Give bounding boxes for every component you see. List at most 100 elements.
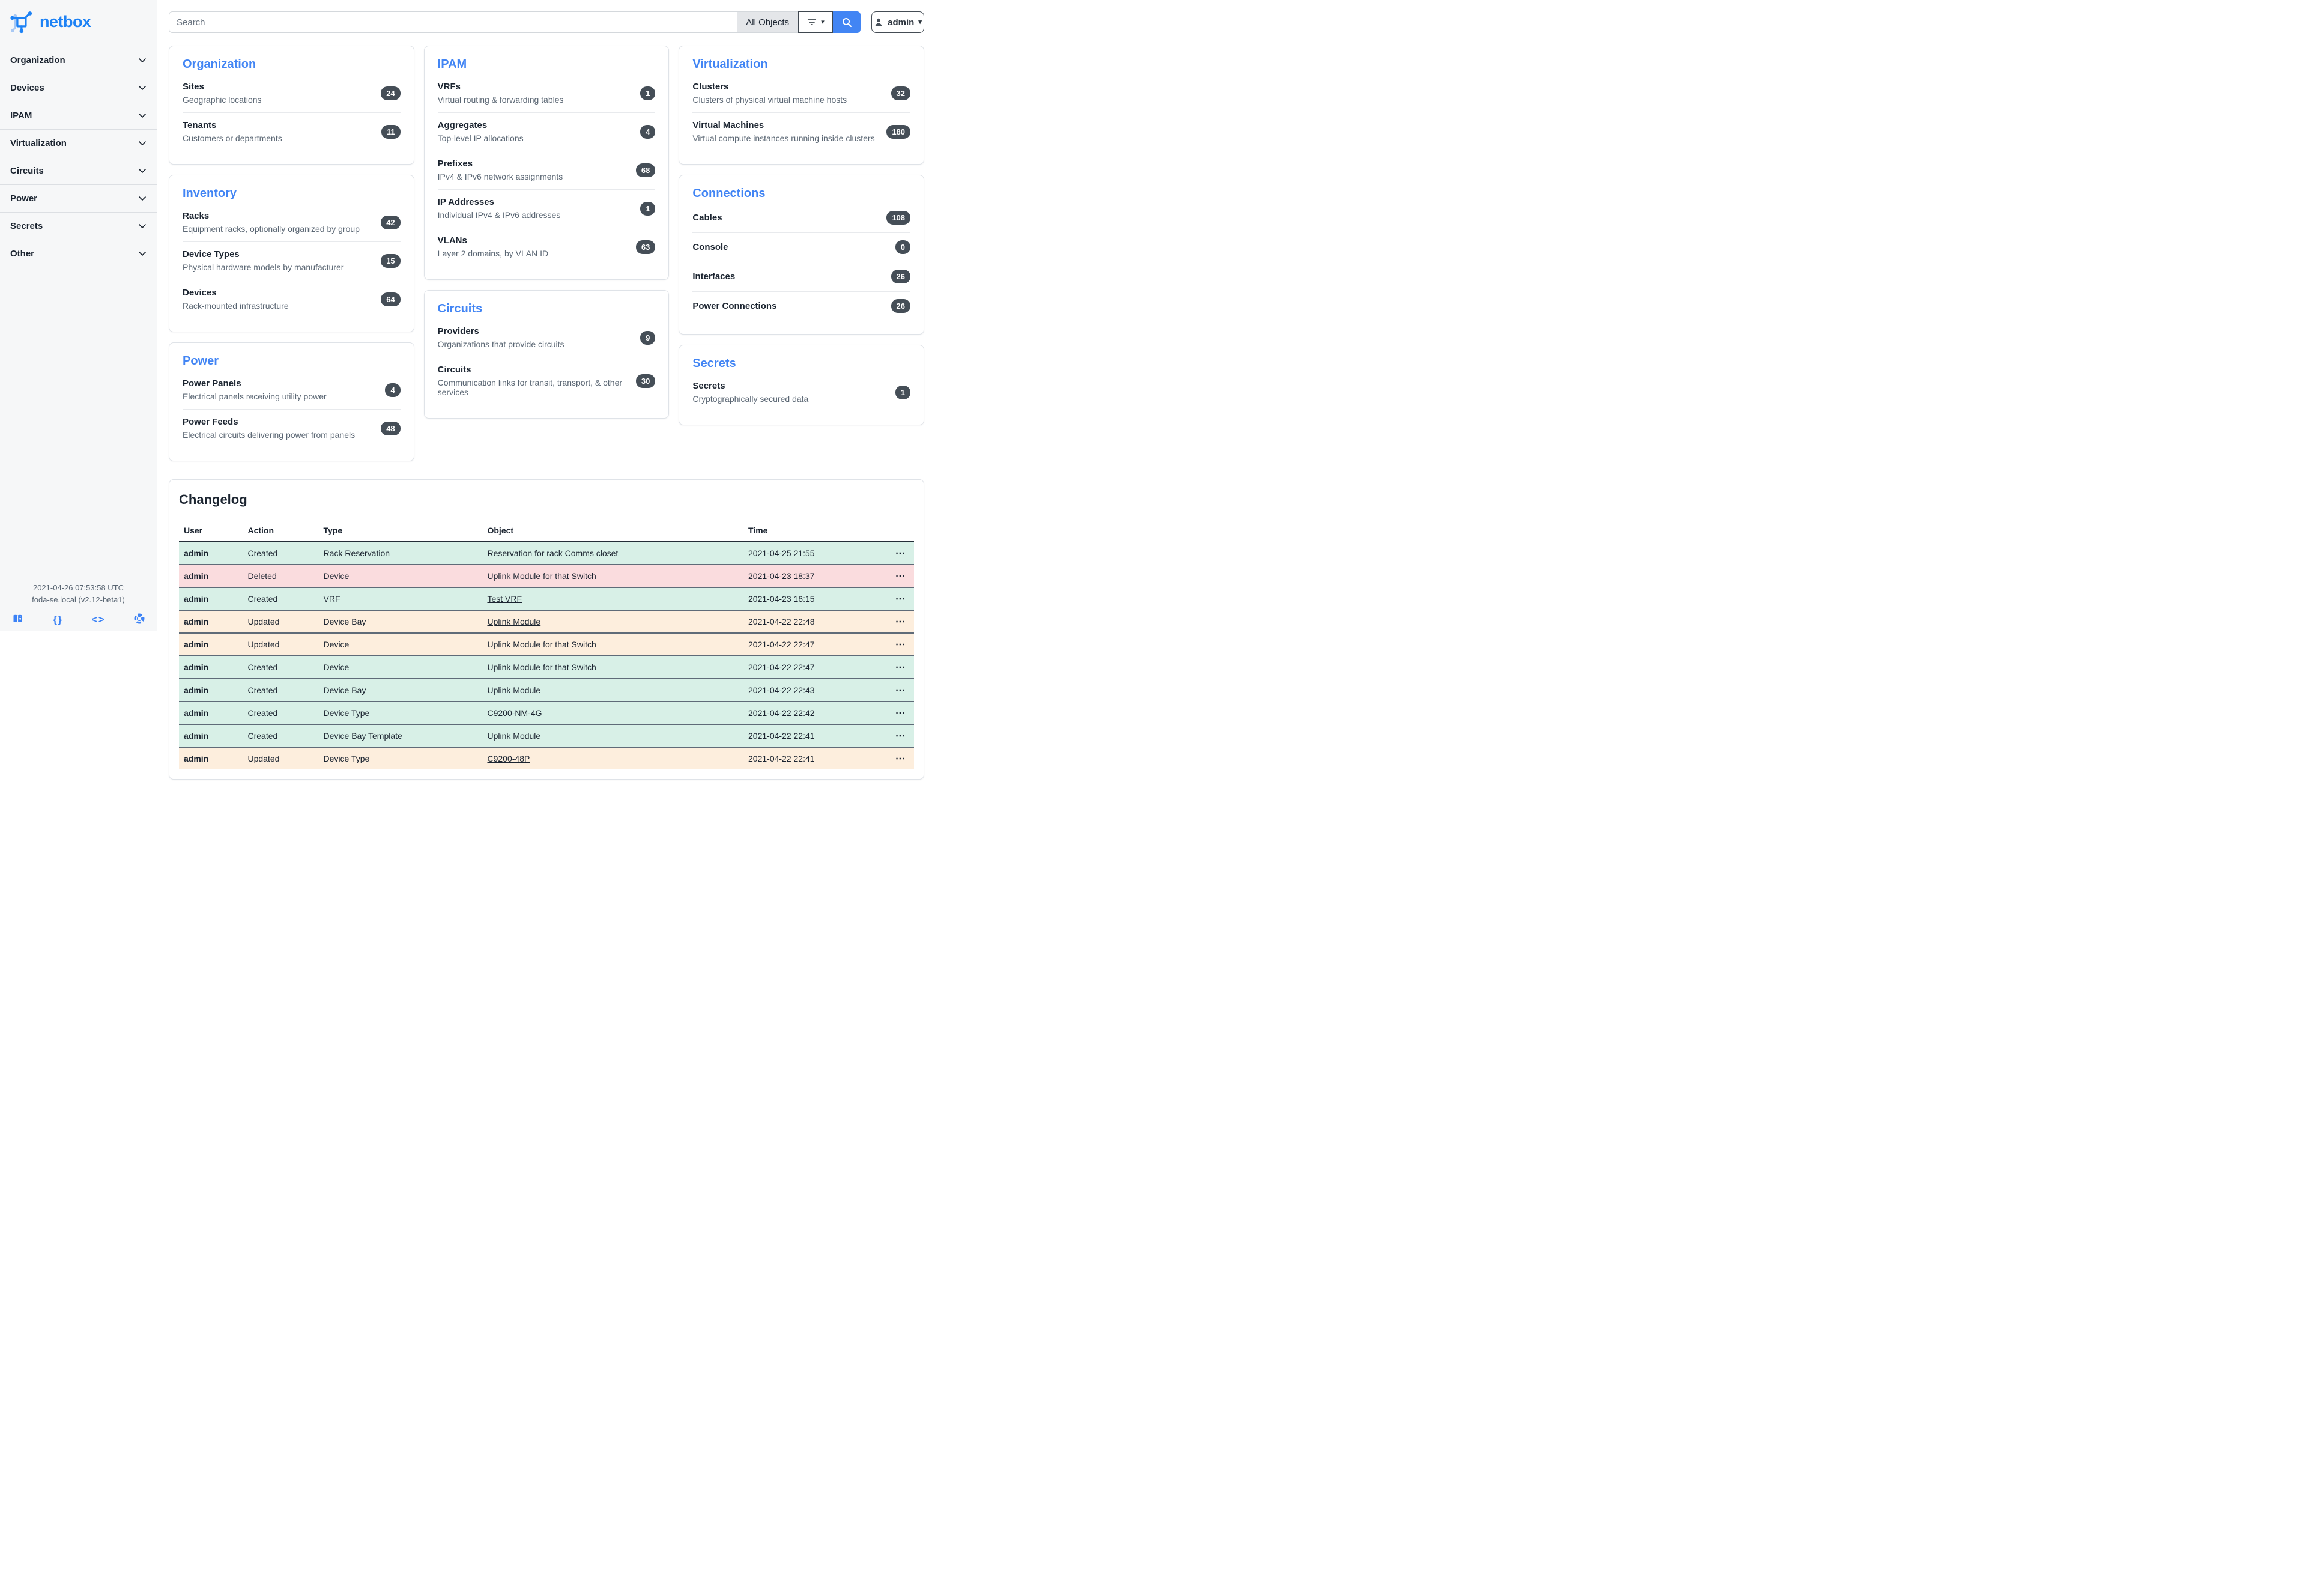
- card-item-providers[interactable]: Providers Organizations that provide cir…: [438, 319, 656, 357]
- card-power: Power Power Panels Electrical panels rec…: [169, 342, 414, 461]
- card-item-console[interactable]: Console 0: [692, 232, 911, 262]
- docs-book-icon[interactable]: [12, 614, 23, 626]
- changelog-type: Device Type: [323, 754, 370, 763]
- changelog-action: Updated: [247, 754, 280, 763]
- sidebar-item-ipam[interactable]: IPAM: [0, 102, 157, 129]
- sidebar-item-label: Devices: [10, 83, 44, 93]
- sidebar-nav: Organization Devices IPAM Virtualization…: [0, 46, 157, 267]
- card-item-power-feeds[interactable]: Power Feeds Electrical circuits deliveri…: [183, 409, 401, 447]
- filter-icon: [808, 19, 817, 25]
- help-lifebuoy-icon[interactable]: [134, 613, 145, 626]
- card-item-devices[interactable]: Devices Rack-mounted infrastructure 64: [183, 280, 401, 318]
- changelog-time: 2021-04-23 18:37: [748, 571, 815, 581]
- row-actions-menu[interactable]: ⋯: [895, 571, 905, 581]
- netbox-logo[interactable]: netbox: [0, 0, 157, 38]
- count-badge: 42: [381, 215, 401, 229]
- card-item-tenants[interactable]: Tenants Customers or departments 11: [183, 112, 401, 151]
- changelog-card: Changelog User Action Type Object Time admin…: [169, 479, 924, 780]
- sidebar-item-devices[interactable]: Devices: [0, 74, 157, 102]
- user-menu-button[interactable]: admin ▾: [871, 11, 924, 33]
- changelog-object: C9200-NM-4G: [482, 702, 743, 724]
- card-item-interfaces[interactable]: Interfaces 26: [692, 262, 911, 291]
- sidebar: netbox Organization Devices IPAM Virtual…: [0, 0, 157, 631]
- row-actions-menu[interactable]: ⋯: [895, 640, 905, 650]
- object-link[interactable]: Uplink Module: [487, 685, 541, 695]
- count-badge: 180: [886, 124, 911, 139]
- search-button[interactable]: [833, 11, 861, 33]
- row-actions-menu[interactable]: ⋯: [895, 731, 905, 741]
- search-icon: [842, 17, 852, 27]
- card-item-circuits[interactable]: Circuits Communication links for transit…: [437, 357, 656, 405]
- sidebar-item-organization[interactable]: Organization: [0, 46, 157, 74]
- changelog-row: admin Created Rack Reservation Reservation …: [179, 542, 914, 565]
- row-actions-menu[interactable]: ⋯: [895, 548, 905, 559]
- sidebar-item-power[interactable]: Power: [0, 184, 157, 212]
- object-link[interactable]: C9200-NM-4G: [487, 708, 542, 718]
- row-actions-menu[interactable]: ⋯: [895, 662, 905, 673]
- caret-down-icon: ▾: [821, 18, 825, 26]
- changelog-row: admin Created Device Bay Template Uplink Mo…: [179, 724, 914, 747]
- row-actions-menu[interactable]: ⋯: [895, 754, 905, 764]
- sidebar-footer-icons: { } < >: [0, 613, 157, 626]
- card-items: VRFs Virtual routing & forwarding tables…: [437, 74, 656, 266]
- card-item-secrets[interactable]: Secrets Cryptographically secured data 1: [692, 374, 911, 411]
- main-content: All Objects ▾: [158, 11, 930, 780]
- card-title: Circuits: [437, 302, 483, 315]
- changelog-time: 2021-04-22 22:41: [748, 754, 815, 763]
- card-item-power-connections[interactable]: Power Connections 26: [692, 291, 911, 321]
- count-badge: 4: [385, 383, 401, 397]
- row-actions-menu[interactable]: ⋯: [895, 708, 905, 718]
- card-item-sites[interactable]: Sites Geographic locations 24: [183, 74, 401, 112]
- card-title: Connections: [692, 187, 766, 200]
- card-item-ip-addresses[interactable]: IP Addresses Individual IPv4 & IPv6 addr…: [437, 189, 656, 228]
- object-link[interactable]: Test VRF: [487, 594, 522, 604]
- sidebar-item-other[interactable]: Other: [0, 240, 157, 267]
- sidebar-item-circuits[interactable]: Circuits: [0, 157, 157, 184]
- object-link[interactable]: Uplink Module: [487, 617, 541, 626]
- item-name: Console: [692, 242, 728, 252]
- changelog-time: 2021-04-22 22:41: [748, 731, 815, 741]
- item-name: VLANs: [437, 235, 467, 246]
- changelog-object: Uplink Module: [482, 679, 743, 702]
- changelog-user: admin: [184, 708, 209, 718]
- card-item-aggregates[interactable]: Aggregates Top-level IP allocations 4: [437, 112, 656, 151]
- count-badge: 26: [891, 270, 911, 283]
- chevron-down-icon: [138, 196, 147, 201]
- item-description: Communication links for transit, transpo…: [437, 378, 623, 397]
- row-actions-menu[interactable]: ⋯: [895, 594, 905, 604]
- changelog-user: admin: [184, 640, 209, 649]
- sidebar-item-virtualization[interactable]: Virtualization: [0, 129, 157, 157]
- code-icon[interactable]: < >: [91, 614, 104, 625]
- card-item-vrfs[interactable]: VRFs Virtual routing & forwarding tables…: [438, 74, 656, 112]
- count-badge: 9: [640, 330, 656, 345]
- sidebar-item-secrets[interactable]: Secrets: [0, 212, 157, 240]
- search-input[interactable]: [169, 11, 737, 33]
- row-actions-menu[interactable]: ⋯: [895, 685, 905, 696]
- changelog-type: Device Bay: [323, 617, 366, 626]
- item-name: Cables: [692, 213, 722, 223]
- chevron-down-icon: [138, 223, 147, 229]
- row-actions-menu[interactable]: ⋯: [895, 617, 905, 627]
- card-ipam: IPAM VRFs Virtual routing & forwarding t…: [423, 46, 670, 280]
- card-item-cables[interactable]: Cables 108: [692, 204, 911, 232]
- card-item-prefixes[interactable]: Prefixes IPv4 & IPv6 network assignments…: [437, 151, 656, 189]
- item-name: Power Panels: [183, 378, 241, 389]
- card-item-virtual-machines[interactable]: Virtual Machines Virtual compute instanc…: [692, 112, 911, 151]
- card-item-vlans[interactable]: VLANs Layer 2 domains, by VLAN ID 63: [437, 228, 656, 266]
- card-item-racks[interactable]: Racks Equipment racks, optionally organi…: [183, 204, 401, 241]
- card-circuits: Circuits Providers Organizations that pr…: [423, 290, 670, 419]
- item-description: Layer 2 domains, by VLAN ID: [437, 249, 549, 258]
- object-link[interactable]: Reservation for rack Comms closet: [487, 548, 619, 558]
- column-header-object: Object: [487, 526, 514, 535]
- changelog-action: Updated: [247, 640, 280, 649]
- search-filter-button[interactable]: ▾: [798, 11, 833, 33]
- changelog-object: Uplink Module for that Switch: [487, 662, 596, 672]
- item-name: Power Feeds: [183, 417, 238, 427]
- changelog-row: admin Deleted Device Uplink Module for that…: [179, 565, 914, 587]
- card-item-clusters[interactable]: Clusters Clusters of physical virtual ma…: [692, 74, 911, 112]
- card-items: Providers Organizations that provide cir…: [437, 319, 656, 405]
- card-item-power-panels[interactable]: Power Panels Electrical panels receiving…: [183, 371, 401, 409]
- object-link[interactable]: C9200-48P: [487, 754, 530, 763]
- api-braces-icon[interactable]: { }: [53, 614, 62, 625]
- card-item-device-types[interactable]: Device Types Physical hardware models by…: [183, 241, 401, 280]
